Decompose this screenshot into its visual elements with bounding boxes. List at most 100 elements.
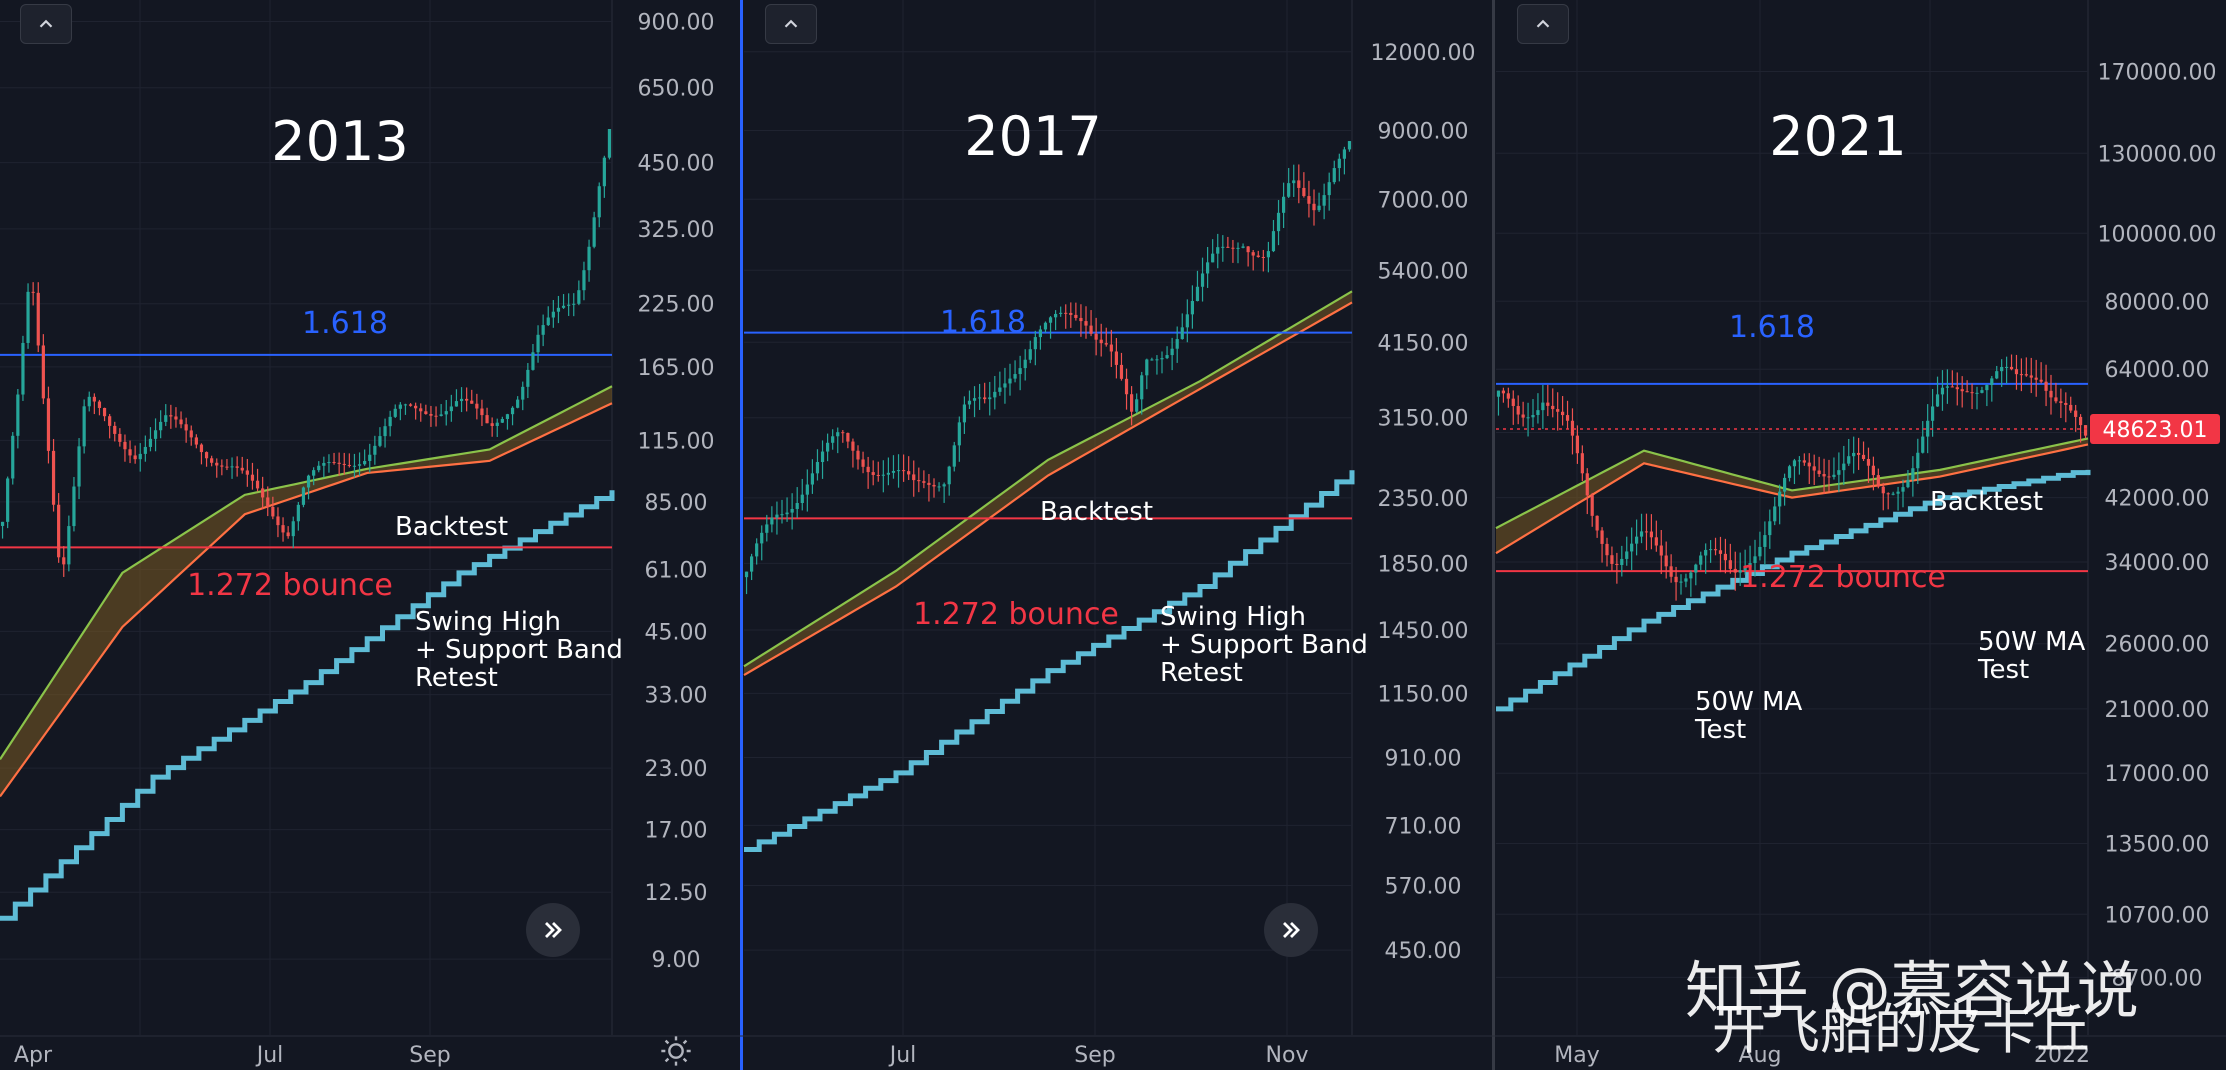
candle-body (993, 391, 997, 398)
candle-body (1955, 387, 1959, 390)
candle-body (972, 398, 977, 401)
x-tick-label: Jul (888, 1043, 917, 1068)
candle-body (1180, 327, 1184, 340)
level-label-1272: 1.272 bounce (187, 568, 393, 603)
candle-body (1287, 183, 1291, 197)
candle-body (917, 480, 921, 482)
annotation-label: Swing High + Support Band Retest (415, 607, 623, 693)
candle-body (347, 464, 351, 466)
candle-body (485, 415, 489, 424)
candle-body (1615, 563, 1619, 566)
collapse-button-2017[interactable] (765, 4, 817, 44)
candle-body (1778, 491, 1782, 507)
candle-body (1758, 546, 1762, 557)
candle-body (1556, 409, 1560, 412)
y-tick-label: 10700.00 (2105, 903, 2210, 928)
candle-body (1985, 385, 1989, 391)
candle-body (1733, 568, 1737, 573)
candle-body (1644, 531, 1649, 533)
candle-body (77, 446, 81, 487)
candle-body (1104, 343, 1108, 345)
candle-body (810, 473, 814, 485)
candle-body (419, 408, 423, 412)
collapse-button-2013[interactable] (20, 4, 72, 44)
scroll-to-realtime-button-2013[interactable] (526, 903, 580, 957)
y-tick-label: 9.00 (652, 948, 701, 973)
candle-body (179, 419, 183, 425)
x-tick-label: 2022 (2034, 1043, 2090, 1068)
candle-body (210, 458, 214, 463)
candle-body (1926, 420, 1930, 437)
candle-body (1531, 415, 1535, 418)
candle-body (998, 387, 1002, 392)
candle-body (1561, 411, 1565, 416)
candle-body (1109, 344, 1113, 352)
candle-body (1526, 417, 1530, 419)
candle-body (1659, 545, 1663, 556)
candle-body (133, 455, 137, 460)
candle-body (2005, 366, 2009, 368)
candle-body (2019, 374, 2023, 376)
candle-body (1654, 537, 1658, 546)
level-label-1272: 1.272 bounce (1740, 560, 1946, 595)
annotation-label: Backtest (1930, 487, 2043, 517)
candle-body (1165, 355, 1169, 359)
candle-body (2064, 402, 2068, 405)
candle-body (1896, 491, 1900, 494)
candle-body (2014, 369, 2019, 375)
y-tick-label: 170000.00 (2098, 61, 2217, 86)
level-label-1272: 1.272 bounce (913, 597, 1119, 632)
candle-body (541, 325, 545, 335)
candle-body (424, 411, 428, 415)
candle-body (255, 480, 260, 489)
candle-body (760, 532, 764, 544)
support-band-lower (0, 402, 613, 798)
candle-body (1704, 549, 1708, 556)
candle-body (1590, 495, 1594, 516)
candle-body (373, 445, 377, 455)
candle-body (526, 369, 530, 387)
y-tick-label: 12.50 (645, 881, 708, 906)
candle-body (286, 532, 290, 537)
candle-body (1195, 286, 1200, 301)
x-tick-label: May (1554, 1043, 1599, 1068)
candle-body (1876, 475, 1880, 487)
candle-body (755, 543, 759, 557)
candle-body (2083, 425, 2088, 436)
candle-body (368, 454, 372, 461)
candle-body (495, 422, 499, 426)
candle-body (128, 449, 132, 456)
candle-body (1674, 576, 1678, 583)
candle-body (1516, 406, 1520, 415)
candle-body (1605, 543, 1609, 556)
candle-body (11, 435, 15, 479)
current-price-text: 48623.01 (2103, 418, 2208, 443)
candle-body (866, 466, 870, 473)
sun-settings-icon[interactable] (660, 1035, 692, 1067)
support-band-upper (743, 290, 1353, 668)
candle-body (1980, 390, 1984, 393)
candle-body (1723, 553, 1727, 561)
y-tick-label: 115.00 (638, 429, 715, 454)
candle-body (1797, 460, 1801, 462)
candle-body (36, 292, 40, 346)
y-tick-label: 17000.00 (2105, 762, 2210, 787)
candle-body (62, 557, 66, 565)
candle-body (1236, 247, 1240, 249)
candle-body (510, 407, 515, 415)
candle-body (1135, 399, 1139, 412)
candle-body (978, 397, 982, 399)
candle-body (220, 465, 224, 467)
y-tick-label: 570.00 (1385, 874, 1462, 899)
candle-body (891, 470, 896, 473)
candle-body (1054, 313, 1058, 318)
collapse-button-2021[interactable] (1517, 4, 1569, 44)
candle-body (490, 423, 494, 426)
candle-body (1935, 394, 1940, 407)
candle-body (815, 462, 820, 474)
candle-body (1185, 314, 1189, 328)
candle-body (1990, 378, 1994, 386)
candle-body (1635, 536, 1639, 544)
scroll-to-realtime-button-2017[interactable] (1264, 903, 1318, 957)
candle-body (1211, 253, 1215, 263)
